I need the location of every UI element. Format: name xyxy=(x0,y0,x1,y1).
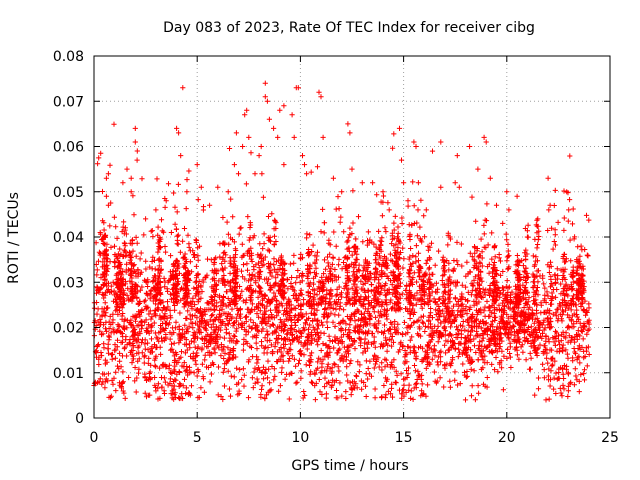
chart-title: Day 083 of 2023, Rate Of TEC Index for r… xyxy=(163,20,535,36)
x-tick-label: 15 xyxy=(395,430,413,446)
x-tick-label: 20 xyxy=(498,430,516,446)
y-tick-label: 0.06 xyxy=(53,140,84,156)
y-tick-label: 0.05 xyxy=(53,185,84,201)
data-points xyxy=(91,80,592,403)
y-tick-label: 0.01 xyxy=(53,366,84,382)
roti-points xyxy=(91,80,592,403)
x-tick-label: 25 xyxy=(601,430,619,446)
plot-frame xyxy=(93,55,611,419)
y-tick-label: 0.08 xyxy=(53,49,84,65)
x-tick-label: 5 xyxy=(193,430,202,446)
y-axis-label: ROTI / TECUs xyxy=(6,192,22,284)
y-tick-label: 0.02 xyxy=(53,321,84,337)
x-tick-label: 0 xyxy=(90,430,99,446)
y-tick-labels: 0 0.01 0.02 0.03 0.04 0.05 0.06 0.07 0.08 xyxy=(53,49,84,427)
x-tick-labels: 0 5 10 15 20 25 xyxy=(90,430,619,446)
y-tick-label: 0.04 xyxy=(53,230,84,246)
x-axis-label: GPS time / hours xyxy=(291,458,408,474)
y-tick-label: 0.07 xyxy=(53,94,84,110)
grid-lines xyxy=(94,56,610,418)
x-tick-label: 10 xyxy=(291,430,309,446)
y-tick-label: 0 xyxy=(75,411,84,427)
y-tick-label: 0.03 xyxy=(53,275,84,291)
